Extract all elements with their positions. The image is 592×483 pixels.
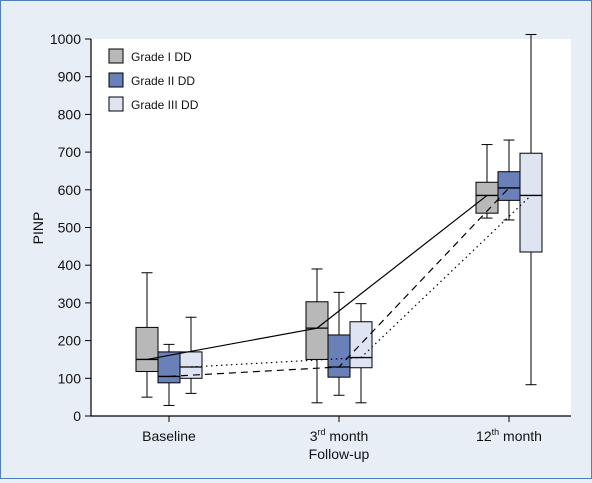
x-label-superscript: th — [492, 427, 500, 437]
box-2-1 — [157, 343, 181, 406]
median-line-series-3 — [190, 195, 532, 368]
legend-swatch — [108, 96, 124, 112]
x-label-main: Baseline — [142, 428, 196, 444]
median-lines-layer — [146, 187, 532, 378]
median-line-series-2 — [168, 187, 510, 378]
legend-label: Grade III DD — [131, 98, 199, 112]
box-body — [475, 181, 499, 214]
box-body — [497, 171, 521, 201]
x-tick-label: 12th month — [476, 427, 542, 444]
x-label-superscript: rd — [317, 427, 325, 437]
box-body — [327, 334, 351, 378]
x-axis: Baseline 3rd month Follow-up 12th month — [142, 416, 542, 462]
box-body — [349, 321, 373, 369]
box-1-3 — [475, 144, 499, 219]
y-tick-label: 800 — [58, 106, 82, 122]
legend-label: Grade II DD — [131, 74, 195, 88]
legend: Grade I DD Grade II DD Grade III DD — [108, 48, 199, 112]
box-body — [135, 326, 159, 373]
median-line-series-1 — [146, 194, 488, 361]
x-label-rest: month — [326, 428, 369, 444]
x-label-main: 12 — [476, 428, 492, 444]
box-body — [519, 152, 543, 253]
y-tick-label: 900 — [58, 69, 82, 85]
y-tick-label: 100 — [58, 370, 82, 386]
box-1-2 — [305, 268, 329, 404]
box-1-1 — [135, 272, 159, 398]
y-tick-label: 600 — [58, 182, 82, 198]
box-3-2 — [349, 303, 373, 404]
x-tick-label: Baseline — [142, 428, 196, 444]
legend-label: Grade I DD — [131, 50, 192, 64]
legend-swatch — [108, 72, 124, 88]
x-label-main: 3 — [310, 428, 318, 444]
x-tick-label: 3rd month — [310, 427, 369, 444]
y-tick-label: 1000 — [50, 31, 81, 47]
y-tick-label: 500 — [58, 220, 82, 236]
legend-swatch — [108, 48, 124, 64]
y-tick-label: 700 — [58, 144, 82, 160]
box-body — [305, 301, 329, 360]
y-tick-label: 200 — [58, 333, 82, 349]
x-label-rest: month — [499, 428, 542, 444]
y-axis: 0 100 200 300 400 500 600 700 800 900 1000 — [50, 31, 91, 424]
y-tick-label: 0 — [73, 408, 81, 424]
x-axis-subtitle: Follow-up — [309, 446, 370, 462]
y-axis-title: PINP — [30, 212, 46, 245]
y-tick-label: 400 — [58, 257, 82, 273]
y-tick-label: 300 — [58, 295, 82, 311]
